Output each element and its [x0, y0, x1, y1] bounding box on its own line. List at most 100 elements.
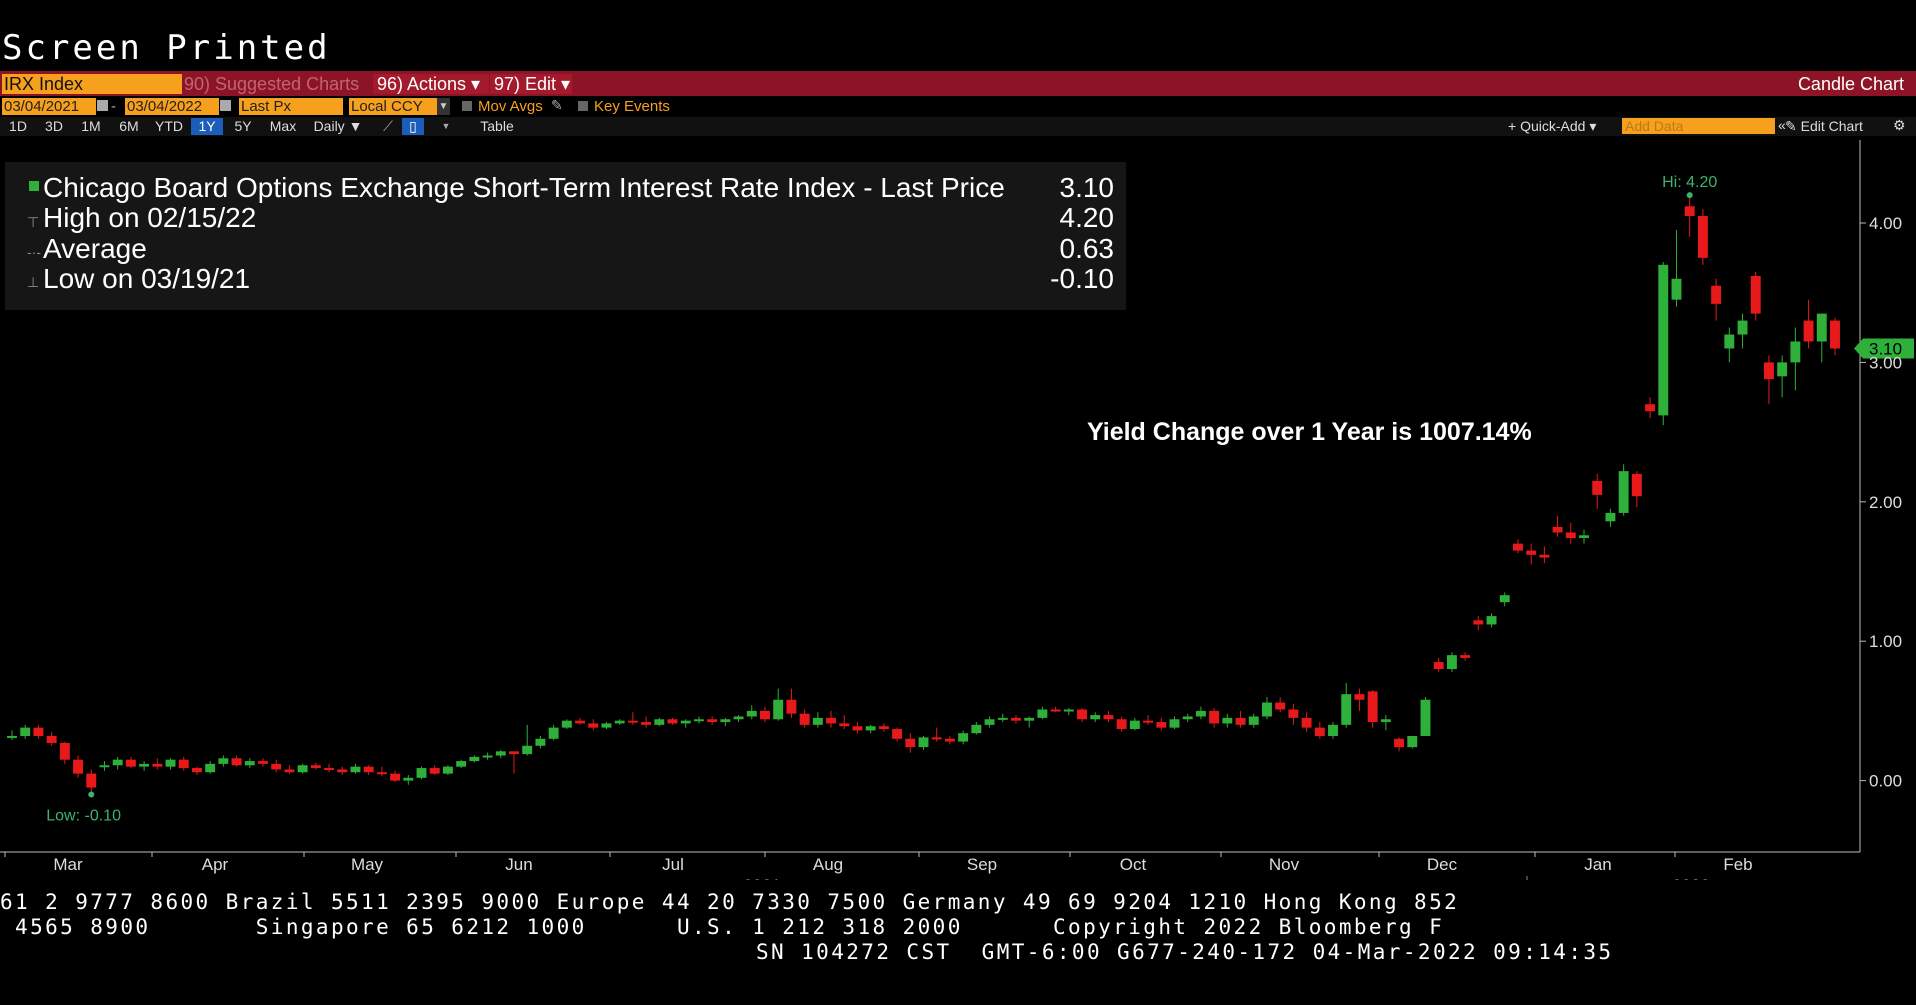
key-events-label[interactable]: Key Events [594, 98, 670, 115]
pencil-icon[interactable]: ✎ [551, 97, 563, 113]
candle-down [258, 761, 268, 764]
mov-avgs-label[interactable]: Mov Avgs [478, 98, 543, 115]
candle-up [297, 765, 308, 773]
candle-down [310, 765, 321, 769]
candle-up [997, 717, 1008, 720]
gear-icon[interactable]: ⚙ [1893, 117, 1906, 133]
edit-menu-button[interactable]: 97) Edit ▾ [490, 74, 572, 94]
range-button-6m[interactable]: 6M [119, 118, 139, 134]
candle-up [416, 768, 427, 778]
legend-high-value: 4.20 [1059, 202, 1115, 233]
candle-down [852, 726, 863, 731]
axis-labels: 0.00 1.00 2.00 3.00 4.00 Mar Apr May Jun Jul Aug Se… [46, 174, 1902, 880]
candle-down [588, 723, 599, 728]
table-button[interactable]: Table [480, 118, 514, 134]
candle-down [944, 738, 955, 742]
candle-down [86, 773, 97, 788]
candle-down [1077, 709, 1087, 720]
range-row: 1D 3D 1M 6M YTD 1Y 5Y Max Daily ▼ ⟋ ▯ ▼ … [0, 117, 1916, 136]
yield-change-annotation: Yield Change over 1 Year is 1007.14% [1087, 418, 1532, 446]
candle-down [1433, 662, 1444, 670]
candle-up [1618, 471, 1629, 513]
candle-chart-icon[interactable]: ▯ [402, 118, 424, 135]
x-tick-label: Jan [1584, 855, 1611, 874]
key-events-checkbox[interactable] [578, 101, 588, 111]
candle-up [244, 761, 255, 766]
candle-down [509, 751, 519, 755]
candle-up [1605, 512, 1616, 522]
candle-down [575, 720, 585, 724]
candle-down [390, 773, 401, 781]
candle-up [165, 759, 176, 767]
x-tick-label: Mar [53, 855, 83, 874]
end-date-field[interactable]: 03/04/2022 [125, 98, 219, 115]
candle-up [733, 716, 744, 720]
average-marker-icon: -·- [27, 244, 41, 260]
edit-chart-button[interactable]: ✎ Edit Chart [1785, 118, 1863, 134]
candle-up [548, 727, 559, 739]
candle-down [1830, 320, 1840, 349]
range-button-1y[interactable]: 1Y [191, 118, 223, 135]
candle-down [429, 768, 440, 774]
candle-down [125, 759, 136, 767]
legend-series-name: Chicago Board Options Exchange Short-Ter… [43, 172, 1005, 203]
calendar-icon[interactable] [97, 100, 108, 111]
add-data-input[interactable]: Add Data [1622, 118, 1775, 134]
period-select[interactable]: Daily ▼ [313, 118, 363, 134]
range-button-5y[interactable]: 5Y [234, 118, 252, 134]
actions-menu-button[interactable]: 96) Actions ▾ [373, 74, 489, 94]
candle-down [1750, 275, 1761, 314]
candle-up [350, 766, 361, 773]
candle-up [680, 720, 691, 724]
price-field-select[interactable]: Last Px [239, 98, 343, 115]
mov-avgs-checkbox[interactable] [462, 101, 472, 111]
candle-up [1195, 710, 1206, 717]
legend-average-value: 0.63 [1059, 233, 1115, 264]
candle-up [1222, 717, 1233, 724]
candle-down [826, 717, 836, 724]
candle-up [1024, 717, 1035, 721]
range-button-3d[interactable]: 3D [45, 118, 63, 134]
year-label: 2021 [743, 876, 781, 880]
range-button-max[interactable]: Max [269, 118, 297, 134]
currency-select[interactable]: Local CCY [349, 98, 437, 115]
candle-up [112, 759, 123, 766]
y-tick-label: 2.00 [1869, 493, 1902, 512]
candle-up [614, 720, 625, 724]
x-tick-label: Oct [1120, 855, 1147, 874]
candle-up [971, 724, 982, 734]
chevron-down-icon[interactable]: ▼ [441, 121, 451, 131]
candle-down [284, 769, 295, 773]
candle-down [1301, 717, 1312, 728]
range-button-ytd[interactable]: YTD [155, 118, 183, 134]
candle-down [1011, 717, 1021, 721]
candle-down [1275, 702, 1286, 710]
footer-contact-line: 61 2 9777 8600 Brazil 5511 2395 9000 Eur… [0, 890, 1460, 914]
candle-down [1460, 655, 1471, 658]
candle-up [1407, 735, 1418, 748]
x-tick-label: May [351, 855, 384, 874]
chevron-down-icon[interactable]: ▼ [437, 98, 450, 115]
range-button-1m[interactable]: 1M [81, 118, 101, 134]
start-date-field[interactable]: 03/04/2021 [2, 98, 96, 115]
candle-up [654, 719, 665, 725]
collapse-icon[interactable]: « [1778, 117, 1786, 133]
date-separator: - [111, 98, 116, 115]
y-tick-label: 4.00 [1869, 214, 1902, 233]
candle-down [641, 722, 652, 725]
calendar-icon[interactable] [220, 100, 231, 111]
candle-up [1420, 699, 1431, 736]
quick-add-button[interactable]: + Quick-Add ▾ [1508, 118, 1597, 134]
candle-down [667, 719, 678, 724]
line-chart-icon[interactable]: ⟋ [383, 118, 393, 134]
command-bar: IRX Index 90) Suggested Charts 96) Actio… [0, 71, 1916, 96]
candle-down [1526, 550, 1537, 555]
ticker-field[interactable]: IRX Index [2, 74, 182, 94]
range-button-1d[interactable]: 1D [9, 118, 27, 134]
candle-down [760, 710, 770, 720]
candle-up [1341, 694, 1352, 725]
x-tick-label: Sep [967, 855, 997, 874]
candle-up [1328, 724, 1338, 736]
candle-down [878, 726, 889, 730]
suggested-charts-button[interactable]: 90) Suggested Charts [184, 74, 360, 94]
